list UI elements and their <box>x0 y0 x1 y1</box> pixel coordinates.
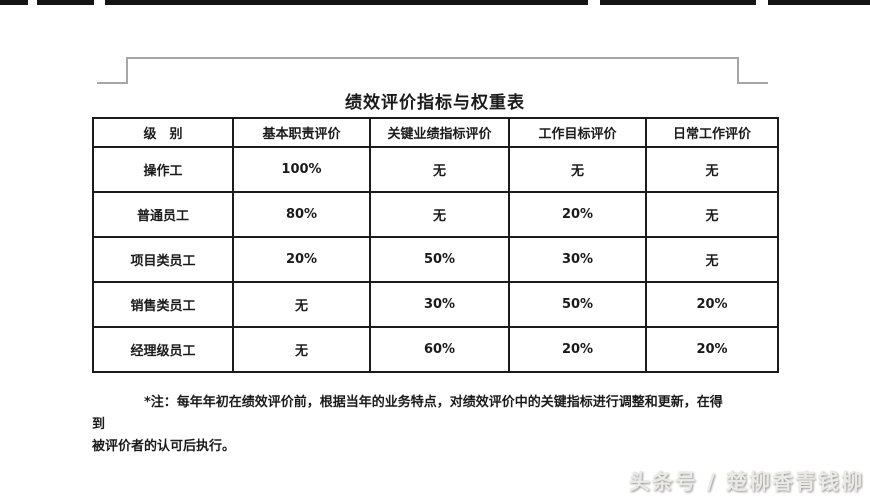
value-cell: 20% <box>508 326 647 373</box>
value-cell: 30% <box>369 281 510 328</box>
value-cell: 无 <box>369 146 510 193</box>
footnote-line: *注：每年年初在绩效评价前，根据当年的业务特点，对绩效评价中的关键指标进行调整和… <box>144 395 723 410</box>
header-boundary-right-tick <box>737 82 768 84</box>
value-cell: 30% <box>508 236 647 283</box>
header-cell-kpi: 关键业绩指标评价 <box>369 117 510 148</box>
header-cell-daily-work: 日常工作评价 <box>645 117 779 148</box>
value-cell: 无 <box>645 236 779 283</box>
value-cell: 无 <box>645 146 779 193</box>
table-footnote: *注：每年年初在绩效评价前，根据当年的业务特点，对绩效评价中的关键指标进行调整和… <box>92 392 784 458</box>
header-cell-work-target: 工作目标评价 <box>508 117 647 148</box>
table-row: 操作工 100% 无 无 无 <box>92 146 779 193</box>
value-cell: 100% <box>232 146 371 193</box>
value-cell: 20% <box>232 236 371 283</box>
header-boundary-left-corner <box>126 57 128 84</box>
level-cell: 普通员工 <box>92 191 234 238</box>
level-cell: 经理级员工 <box>92 326 234 373</box>
value-cell: 50% <box>369 236 510 283</box>
footnote-line: 被评价者的认可后执行。 <box>92 439 236 454</box>
toutiao-watermark: 头条号 / 楚柳香青钱柳 <box>628 470 864 494</box>
header-boundary-right-corner <box>737 57 739 84</box>
value-cell: 20% <box>645 326 779 373</box>
header-cell-basic-duty: 基本职责评价 <box>232 117 371 148</box>
level-cell: 销售类员工 <box>92 281 234 328</box>
value-cell: 无 <box>232 281 371 328</box>
footnote-line: 到 <box>92 417 106 432</box>
table-row: 销售类员工 无 30% 50% 20% <box>92 281 779 328</box>
page-title: 绩效评价指标与权重表 <box>345 93 525 113</box>
value-cell: 50% <box>508 281 647 328</box>
header-cell-level: 级 别 <box>92 117 234 148</box>
weights-table: 级 别 基本职责评价 关键业绩指标评价 工作目标评价 日常工作评价 操作工 10… <box>92 117 779 373</box>
value-cell: 80% <box>232 191 371 238</box>
value-cell: 无 <box>369 191 510 238</box>
value-cell: 20% <box>508 191 647 238</box>
header-boundary-left-tick <box>97 82 128 84</box>
value-cell: 无 <box>508 146 647 193</box>
value-cell: 20% <box>645 281 779 328</box>
table-row: 经理级员工 无 60% 20% 20% <box>92 326 779 373</box>
value-cell: 无 <box>232 326 371 373</box>
level-cell: 项目类员工 <box>92 236 234 283</box>
value-cell: 60% <box>369 326 510 373</box>
level-cell: 操作工 <box>92 146 234 193</box>
table-row: 项目类员工 20% 50% 30% 无 <box>92 236 779 283</box>
table-header-row: 级 别 基本职责评价 关键业绩指标评价 工作目标评价 日常工作评价 <box>92 117 779 148</box>
table-row: 普通员工 80% 无 20% 无 <box>92 191 779 238</box>
value-cell: 无 <box>645 191 779 238</box>
header-boundary-line <box>126 57 739 59</box>
top-edge-bar <box>0 0 870 5</box>
